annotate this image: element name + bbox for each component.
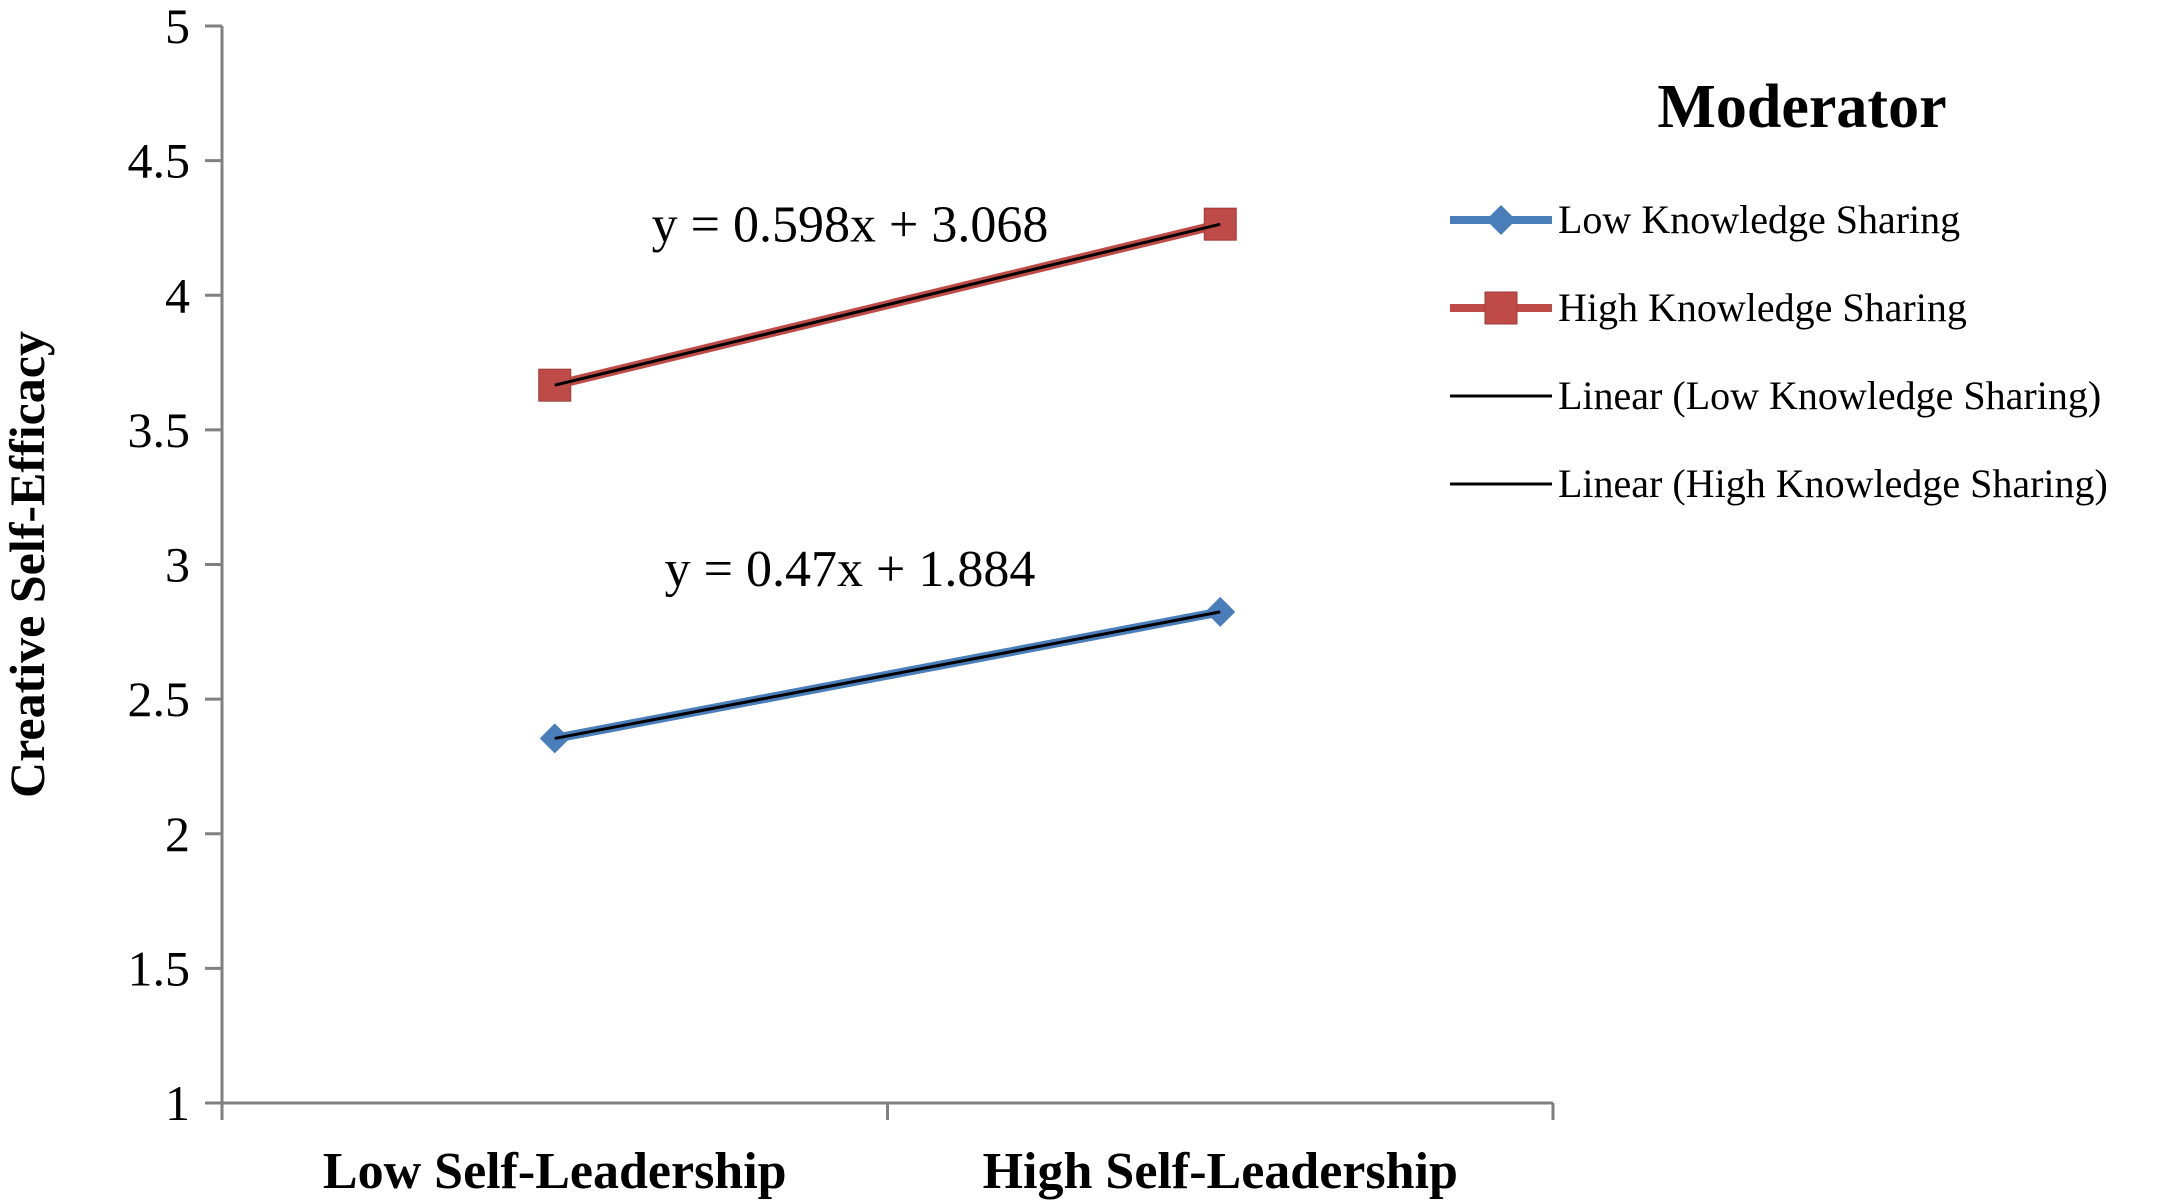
legend: Moderator Low Knowledge Sharing High Know… [1450, 73, 2108, 506]
y-axis-label: Creative Self-Efficacy [0, 331, 55, 798]
trendline-equation: y = 0.47x + 1.884 [665, 541, 1036, 598]
legend-swatch-marker [1484, 291, 1518, 325]
series-layer [538, 207, 1237, 754]
y-tick-label: 3.5 [128, 402, 191, 458]
trendline-layer: y = 0.47x + 1.884 y = 0.598x + 3.068 [554, 196, 1221, 740]
legend-title: Moderator [1657, 73, 1946, 141]
y-tick-label: 4.5 [128, 133, 191, 189]
y-tick-label: 4 [165, 267, 190, 323]
y-tick-label: 3 [165, 537, 190, 593]
legend-entry-label: High Knowledge Sharing [1558, 285, 1967, 330]
y-tick-label: 2 [165, 806, 190, 862]
y-tick-label: 1.5 [128, 940, 191, 996]
y-ticks: 1 1.5 2 2.5 3 3.5 4 4.5 5 [128, 0, 222, 1131]
trendline [554, 222, 1221, 387]
x-ticks: Low Self-Leadership High Self-Leadership [220, 1103, 1555, 1200]
legend-entry-label: Low Knowledge Sharing [1558, 197, 1960, 242]
y-tick-label: 5 [165, 0, 190, 54]
legend-swatch-marker [1486, 205, 1516, 235]
trendline-equation: y = 0.598x + 3.068 [652, 196, 1049, 253]
y-tick-label: 2.5 [128, 671, 191, 727]
x-category-label: High Self-Leadership [983, 1143, 1458, 1200]
y-tick-label: 1 [165, 1075, 190, 1131]
trendline [554, 610, 1221, 740]
x-category-label: Low Self-Leadership [323, 1143, 787, 1200]
legend-entry-label: Linear (High Knowledge Sharing) [1558, 461, 2108, 506]
legend-entry-label: Linear (Low Knowledge Sharing) [1558, 373, 2101, 418]
